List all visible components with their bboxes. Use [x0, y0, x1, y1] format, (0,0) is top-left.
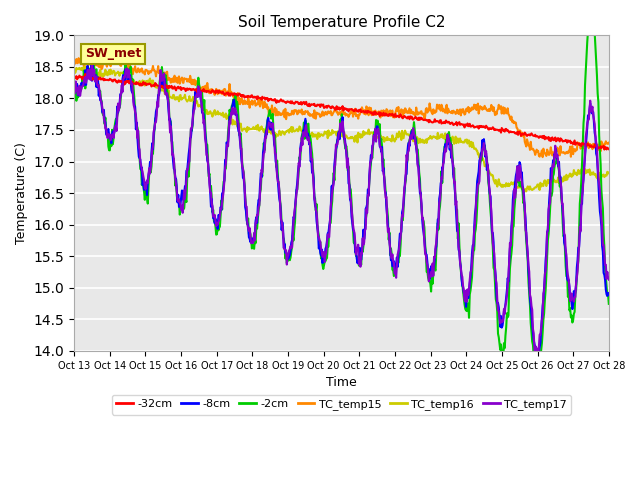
Title: Soil Temperature Profile C2: Soil Temperature Profile C2 — [237, 15, 445, 30]
Text: SW_met: SW_met — [85, 48, 141, 60]
Y-axis label: Temperature (C): Temperature (C) — [15, 142, 28, 244]
Legend: -32cm, -8cm, -2cm, TC_temp15, TC_temp16, TC_temp17: -32cm, -8cm, -2cm, TC_temp15, TC_temp16,… — [112, 395, 571, 415]
X-axis label: Time: Time — [326, 376, 357, 389]
